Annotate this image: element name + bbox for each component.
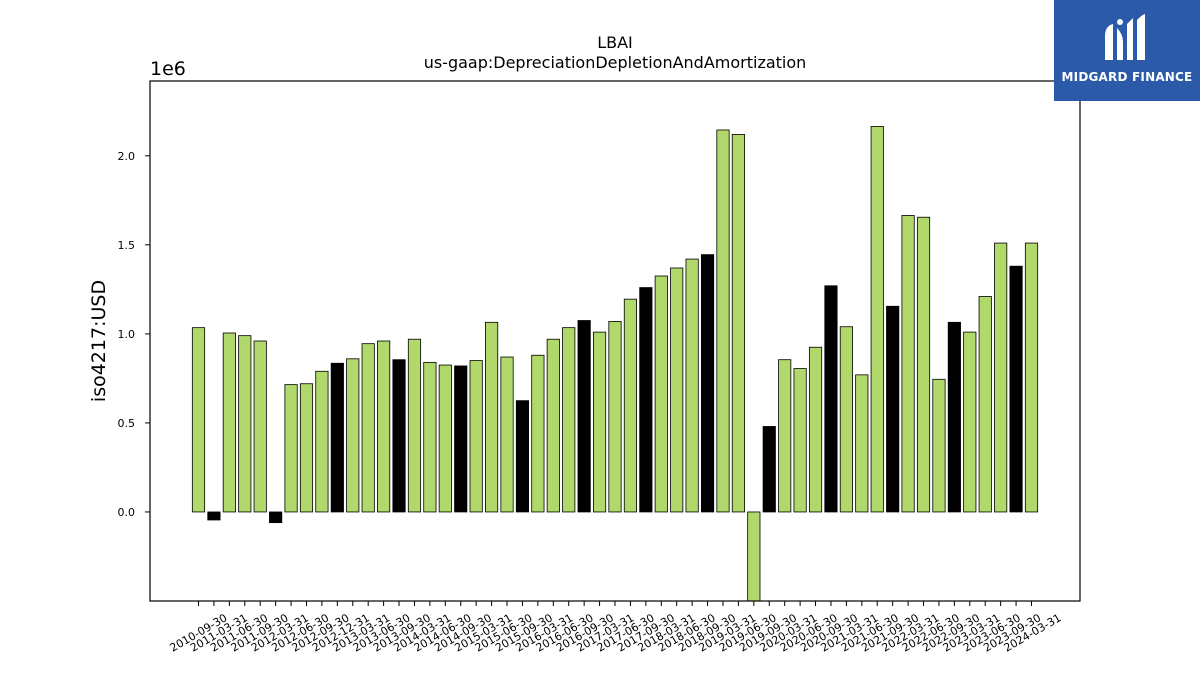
bar-2013-09-30 xyxy=(377,340,391,513)
bar-2017-12-31 xyxy=(639,287,653,513)
bar-2018-12-31 xyxy=(700,254,715,513)
y-tick-label: 0.5 xyxy=(118,417,136,430)
bar-2021-06-30 xyxy=(855,374,869,513)
bar-2022-12-31 xyxy=(947,321,961,513)
bar-2011-06-30 xyxy=(238,335,252,513)
bar-2020-06-30 xyxy=(793,368,807,513)
bar-2021-03-31 xyxy=(839,326,853,513)
bar-2019-12-31 xyxy=(762,426,776,513)
bar-2017-06-30 xyxy=(608,321,622,513)
bar-2019-03-31 xyxy=(716,129,730,513)
bar-2012-06-30 xyxy=(299,383,314,513)
bar-2014-09-30 xyxy=(438,364,452,513)
bar-2024-03-31 xyxy=(1024,242,1039,513)
y-tick-label: 0.0 xyxy=(118,506,136,519)
bar-2013-12-31 xyxy=(392,359,406,513)
y-axis-ticks: 0.0 0.5 1.0 1.5 2.0 xyxy=(118,150,150,519)
bar-2014-03-31 xyxy=(407,338,422,513)
bar-2011-09-30 xyxy=(253,340,267,513)
bar-2023-03-31 xyxy=(963,331,977,513)
bar-2020-03-31 xyxy=(778,359,792,513)
y-tick-label: 1.5 xyxy=(118,239,136,252)
bar-2013-06-30 xyxy=(361,343,375,513)
chart-title: LBAI xyxy=(597,33,633,52)
y-tick-label: 2.0 xyxy=(118,150,136,163)
bar-2023-06-30 xyxy=(978,296,992,513)
bar-2018-09-30 xyxy=(685,258,699,513)
chart-subtitle: us-gaap:DepreciationDepletionAndAmortiza… xyxy=(424,53,807,72)
bar-2022-09-30 xyxy=(932,378,946,513)
bar-2016-09-30 xyxy=(562,327,576,513)
x-axis-ticks: 2010-09-302011-03-312011-06-302011-09-30… xyxy=(168,601,1064,655)
bar-2019-06-30 xyxy=(731,134,745,513)
bar-2020-09-30 xyxy=(808,346,823,513)
bar-2015-12-31 xyxy=(515,400,530,513)
y-tick-label: 1.0 xyxy=(118,328,136,341)
bar-2017-09-30 xyxy=(623,298,637,513)
bar-2012-09-30 xyxy=(315,370,329,513)
bar-2016-03-31 xyxy=(531,354,545,513)
bar-2014-12-31 xyxy=(454,365,468,513)
bar-2017-03-31 xyxy=(593,331,607,513)
bar-2022-03-31 xyxy=(901,215,915,513)
bar-2018-03-31 xyxy=(654,275,668,513)
bar-2018-06-30 xyxy=(670,267,684,513)
bar-2023-09-30 xyxy=(994,242,1008,513)
bar-2015-03-31 xyxy=(469,360,483,513)
bar-2015-06-30 xyxy=(485,321,499,513)
bars-group xyxy=(191,126,1039,602)
y-axis-label: iso4217:USD xyxy=(88,280,110,402)
bar-2021-12-31 xyxy=(886,305,900,513)
plot-frame xyxy=(149,80,1081,602)
bar-2012-03-31 xyxy=(284,384,298,513)
bar-2012-12-31 xyxy=(330,362,344,513)
bar-2023-12-31 xyxy=(1009,265,1023,513)
bar-2010-12-31 xyxy=(207,511,221,521)
bar-2019-09-30 xyxy=(747,511,761,602)
bar-2010-09-30 xyxy=(191,327,206,513)
brand-name: MIDGARD FINANCE xyxy=(1061,70,1193,84)
bar-2016-06-30 xyxy=(546,338,560,513)
bar-2020-12-31 xyxy=(824,285,838,513)
bar-2011-03-31 xyxy=(222,332,236,513)
bar-2021-09-30 xyxy=(870,126,884,513)
brand-logo: MIDGARD FINANCE xyxy=(1054,0,1200,101)
midgard-logo-icon xyxy=(1105,14,1145,60)
bar-2011-12-31 xyxy=(269,511,283,524)
bar-2016-12-31 xyxy=(577,320,591,513)
bar-2015-09-30 xyxy=(500,356,514,513)
bar-2022-06-30 xyxy=(916,216,931,513)
bar-2013-03-31 xyxy=(346,358,360,513)
y-offset-label: 1e6 xyxy=(150,58,186,80)
bar-2014-06-30 xyxy=(423,361,437,513)
